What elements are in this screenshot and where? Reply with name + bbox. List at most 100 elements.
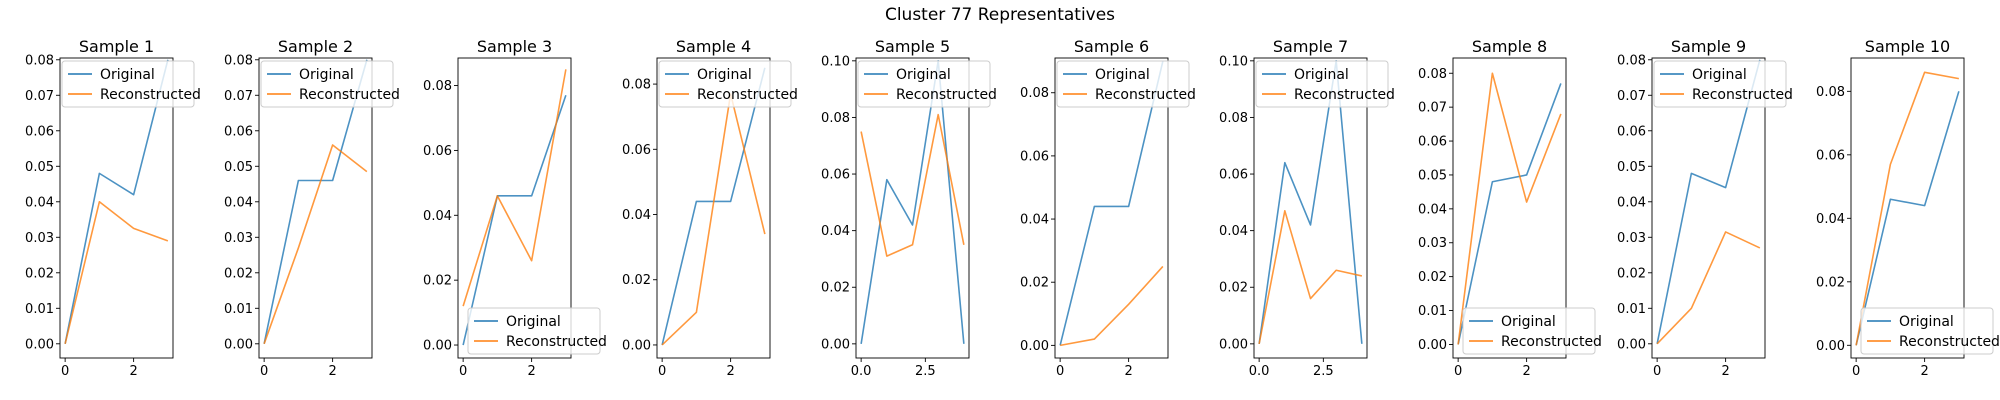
legend: Original Reconstructed bbox=[1462, 307, 1602, 355]
plot-frame bbox=[1253, 57, 1368, 359]
legend-box bbox=[61, 60, 195, 108]
panel-title: Sample 10 bbox=[1865, 37, 1950, 56]
y-tick-label: 0.06 bbox=[1219, 168, 1248, 183]
y-tick-label: 0.02 bbox=[1020, 276, 1049, 291]
legend-label: Original bbox=[1294, 67, 1349, 83]
y-tick-label: 0.04 bbox=[622, 208, 651, 223]
plot-frame bbox=[1850, 57, 1965, 359]
y-tick-label: 0.00 bbox=[1020, 339, 1049, 354]
y-tick-label: 0.02 bbox=[25, 266, 54, 281]
y-tick-label: 0.04 bbox=[1418, 202, 1447, 217]
x-tick-label: 0 bbox=[61, 364, 69, 379]
panel-title: Sample 3 bbox=[477, 37, 552, 56]
legend: Original Reconstructed bbox=[658, 60, 798, 108]
series-line-reconstructed bbox=[64, 200, 169, 344]
y-tick-label: 0.08 bbox=[423, 79, 452, 94]
panel-2: Sample 2 0.00 0.01 0.02 0.03 0.04 0.05 0.06 0.07… bbox=[224, 37, 400, 379]
series-line-reconstructed bbox=[263, 144, 368, 345]
y-tick-label: 0.05 bbox=[224, 160, 253, 175]
panel-8: Sample 8 0.00 0.01 0.02 0.03 0.04 0.05 0.06 0.07… bbox=[1418, 37, 1602, 379]
x-tick-label: 2 bbox=[1920, 364, 1928, 379]
panel-title: Sample 6 bbox=[1074, 37, 1149, 56]
y-tick-label: 0.02 bbox=[423, 274, 452, 289]
y-tick-label: 0.02 bbox=[622, 273, 651, 288]
y-tick-label: 0.02 bbox=[1617, 266, 1646, 281]
y-tick-label: 0.06 bbox=[622, 143, 651, 158]
y-tick-label: 0.04 bbox=[821, 224, 850, 239]
y-tick-label: 0.04 bbox=[1816, 212, 1845, 227]
legend: Original Reconstructed bbox=[260, 60, 400, 108]
legend-box bbox=[1255, 60, 1389, 108]
y-tick-label: 0.05 bbox=[25, 160, 54, 175]
legend-label: Reconstructed bbox=[1692, 87, 1793, 103]
y-tick-label: 0.05 bbox=[1418, 168, 1447, 183]
x-tick-label: 0.0 bbox=[851, 364, 872, 379]
panel-10: Sample 10 0.00 0.02 0.04 0.06 0.08 0 2 Original R… bbox=[1816, 37, 2000, 379]
series-line-reconstructed bbox=[1656, 231, 1761, 345]
series-line-reconstructed bbox=[661, 93, 766, 346]
series-line-reconstructed bbox=[1855, 71, 1960, 346]
panel-title: Sample 5 bbox=[875, 37, 950, 56]
series-line-reconstructed bbox=[462, 69, 567, 307]
y-tick-label: 0.00 bbox=[821, 337, 850, 352]
panel-4: Sample 4 0.00 0.02 0.04 0.06 0.08 0 2 Original Re… bbox=[622, 37, 798, 379]
series-line-original bbox=[1457, 83, 1562, 345]
y-tick-label: 0.08 bbox=[622, 78, 651, 93]
x-tick-label: 2 bbox=[1522, 364, 1530, 379]
y-tick-label: 0.03 bbox=[1418, 236, 1447, 251]
y-tick-label: 0.02 bbox=[821, 281, 850, 296]
plot-frame bbox=[1452, 57, 1567, 359]
y-tick-label: 0.06 bbox=[1020, 149, 1049, 164]
legend-box bbox=[467, 307, 601, 355]
legend-box bbox=[260, 60, 394, 108]
y-tick-label: 0.01 bbox=[1418, 304, 1447, 319]
plot-frame bbox=[1054, 57, 1169, 359]
y-tick-label: 0.08 bbox=[25, 53, 54, 68]
x-tick-label: 2 bbox=[726, 364, 734, 379]
y-tick-label: 0.01 bbox=[25, 302, 54, 317]
legend-box bbox=[1860, 307, 1994, 355]
plot-frame bbox=[1651, 57, 1766, 359]
y-tick-label: 0.00 bbox=[423, 339, 452, 354]
y-tick-label: 0.08 bbox=[1418, 67, 1447, 82]
y-tick-label: 0.02 bbox=[1219, 281, 1248, 296]
x-tick-label: 0 bbox=[1653, 364, 1661, 379]
panel-1: Sample 1 0.00 0.01 0.02 0.03 0.04 0.05 0.06 0.07… bbox=[25, 37, 201, 379]
legend-label: Original bbox=[1095, 67, 1150, 83]
y-tick-label: 0.06 bbox=[423, 144, 452, 159]
x-tick-label: 0 bbox=[1454, 364, 1462, 379]
y-tick-label: 0.00 bbox=[622, 338, 651, 353]
x-tick-label: 2 bbox=[1721, 364, 1729, 379]
legend-label: Reconstructed bbox=[1899, 334, 2000, 350]
legend: Original Reconstructed bbox=[1056, 60, 1196, 108]
figure-title: Cluster 77 Representatives bbox=[885, 5, 1115, 25]
legend-label: Reconstructed bbox=[100, 87, 201, 103]
series-line-original bbox=[462, 95, 567, 346]
panel-6: Sample 6 0.00 0.02 0.04 0.06 0.08 0 2 Original Re… bbox=[1020, 37, 1196, 379]
x-tick-label: 0.0 bbox=[1249, 364, 1270, 379]
panel-title: Sample 7 bbox=[1273, 37, 1348, 56]
legend: Original Reconstructed bbox=[1255, 60, 1395, 108]
legend-label: Original bbox=[697, 67, 752, 83]
x-tick-label: 2 bbox=[328, 364, 336, 379]
y-tick-label: 0.01 bbox=[224, 302, 253, 317]
x-tick-label: 0 bbox=[1852, 364, 1860, 379]
panel-title: Sample 9 bbox=[1671, 37, 1746, 56]
y-tick-label: 0.08 bbox=[1219, 111, 1248, 126]
legend: Original Reconstructed bbox=[61, 60, 201, 108]
legend-box bbox=[1462, 307, 1596, 355]
series-line-reconstructed bbox=[1258, 210, 1363, 345]
y-tick-label: 0.06 bbox=[1617, 124, 1646, 139]
x-tick-label: 2.5 bbox=[915, 364, 936, 379]
legend-box bbox=[658, 60, 792, 108]
plot-frame bbox=[59, 57, 174, 359]
y-tick-label: 0.04 bbox=[423, 209, 452, 224]
y-tick-label: 0.08 bbox=[1617, 53, 1646, 68]
legend-label: Original bbox=[1501, 314, 1556, 330]
y-tick-label: 0.02 bbox=[1816, 275, 1845, 290]
y-tick-label: 0.00 bbox=[224, 337, 253, 352]
plot-frame bbox=[457, 57, 572, 359]
panel-title: Sample 1 bbox=[79, 37, 154, 56]
legend-label: Reconstructed bbox=[1501, 334, 1602, 350]
